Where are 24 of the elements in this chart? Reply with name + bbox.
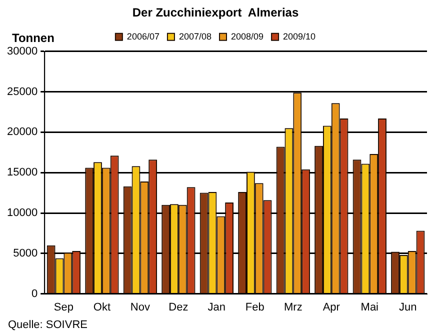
y-tick-label: 25000: [6, 86, 38, 98]
legend-label: 2006/07: [126, 31, 160, 42]
x-tick-label: Mrz: [284, 301, 302, 314]
x-tick-label: Jan: [208, 301, 226, 314]
x-tick-label: Jun: [399, 301, 417, 314]
x-tick-label: Dez: [168, 301, 188, 314]
y-axis-title: Tonnen: [12, 31, 54, 45]
y-tick-label: 0: [31, 288, 38, 300]
legend-label: 2009/10: [283, 31, 316, 42]
x-tick-label: Okt: [93, 301, 111, 314]
legend-label: 2008/09: [231, 31, 264, 42]
x-tick-label: Sep: [54, 301, 74, 314]
y-tick-label: 30000: [6, 45, 38, 58]
x-tick-label: Apr: [322, 301, 340, 314]
x-tick-label: Feb: [245, 301, 264, 314]
x-tick-label: Nov: [130, 301, 150, 314]
chart-title: Der Zucchiniexport Almerias: [132, 6, 299, 20]
source-note: Quelle: SOIVRE: [8, 319, 88, 331]
y-tick-label: 5000: [13, 247, 38, 260]
y-tick-label: 10000: [6, 207, 38, 220]
x-tick-label: Mai: [360, 301, 379, 314]
legend-label: 2007/08: [178, 31, 212, 42]
y-tick-label: 15000: [6, 166, 38, 179]
y-tick-label: 20000: [6, 126, 38, 138]
